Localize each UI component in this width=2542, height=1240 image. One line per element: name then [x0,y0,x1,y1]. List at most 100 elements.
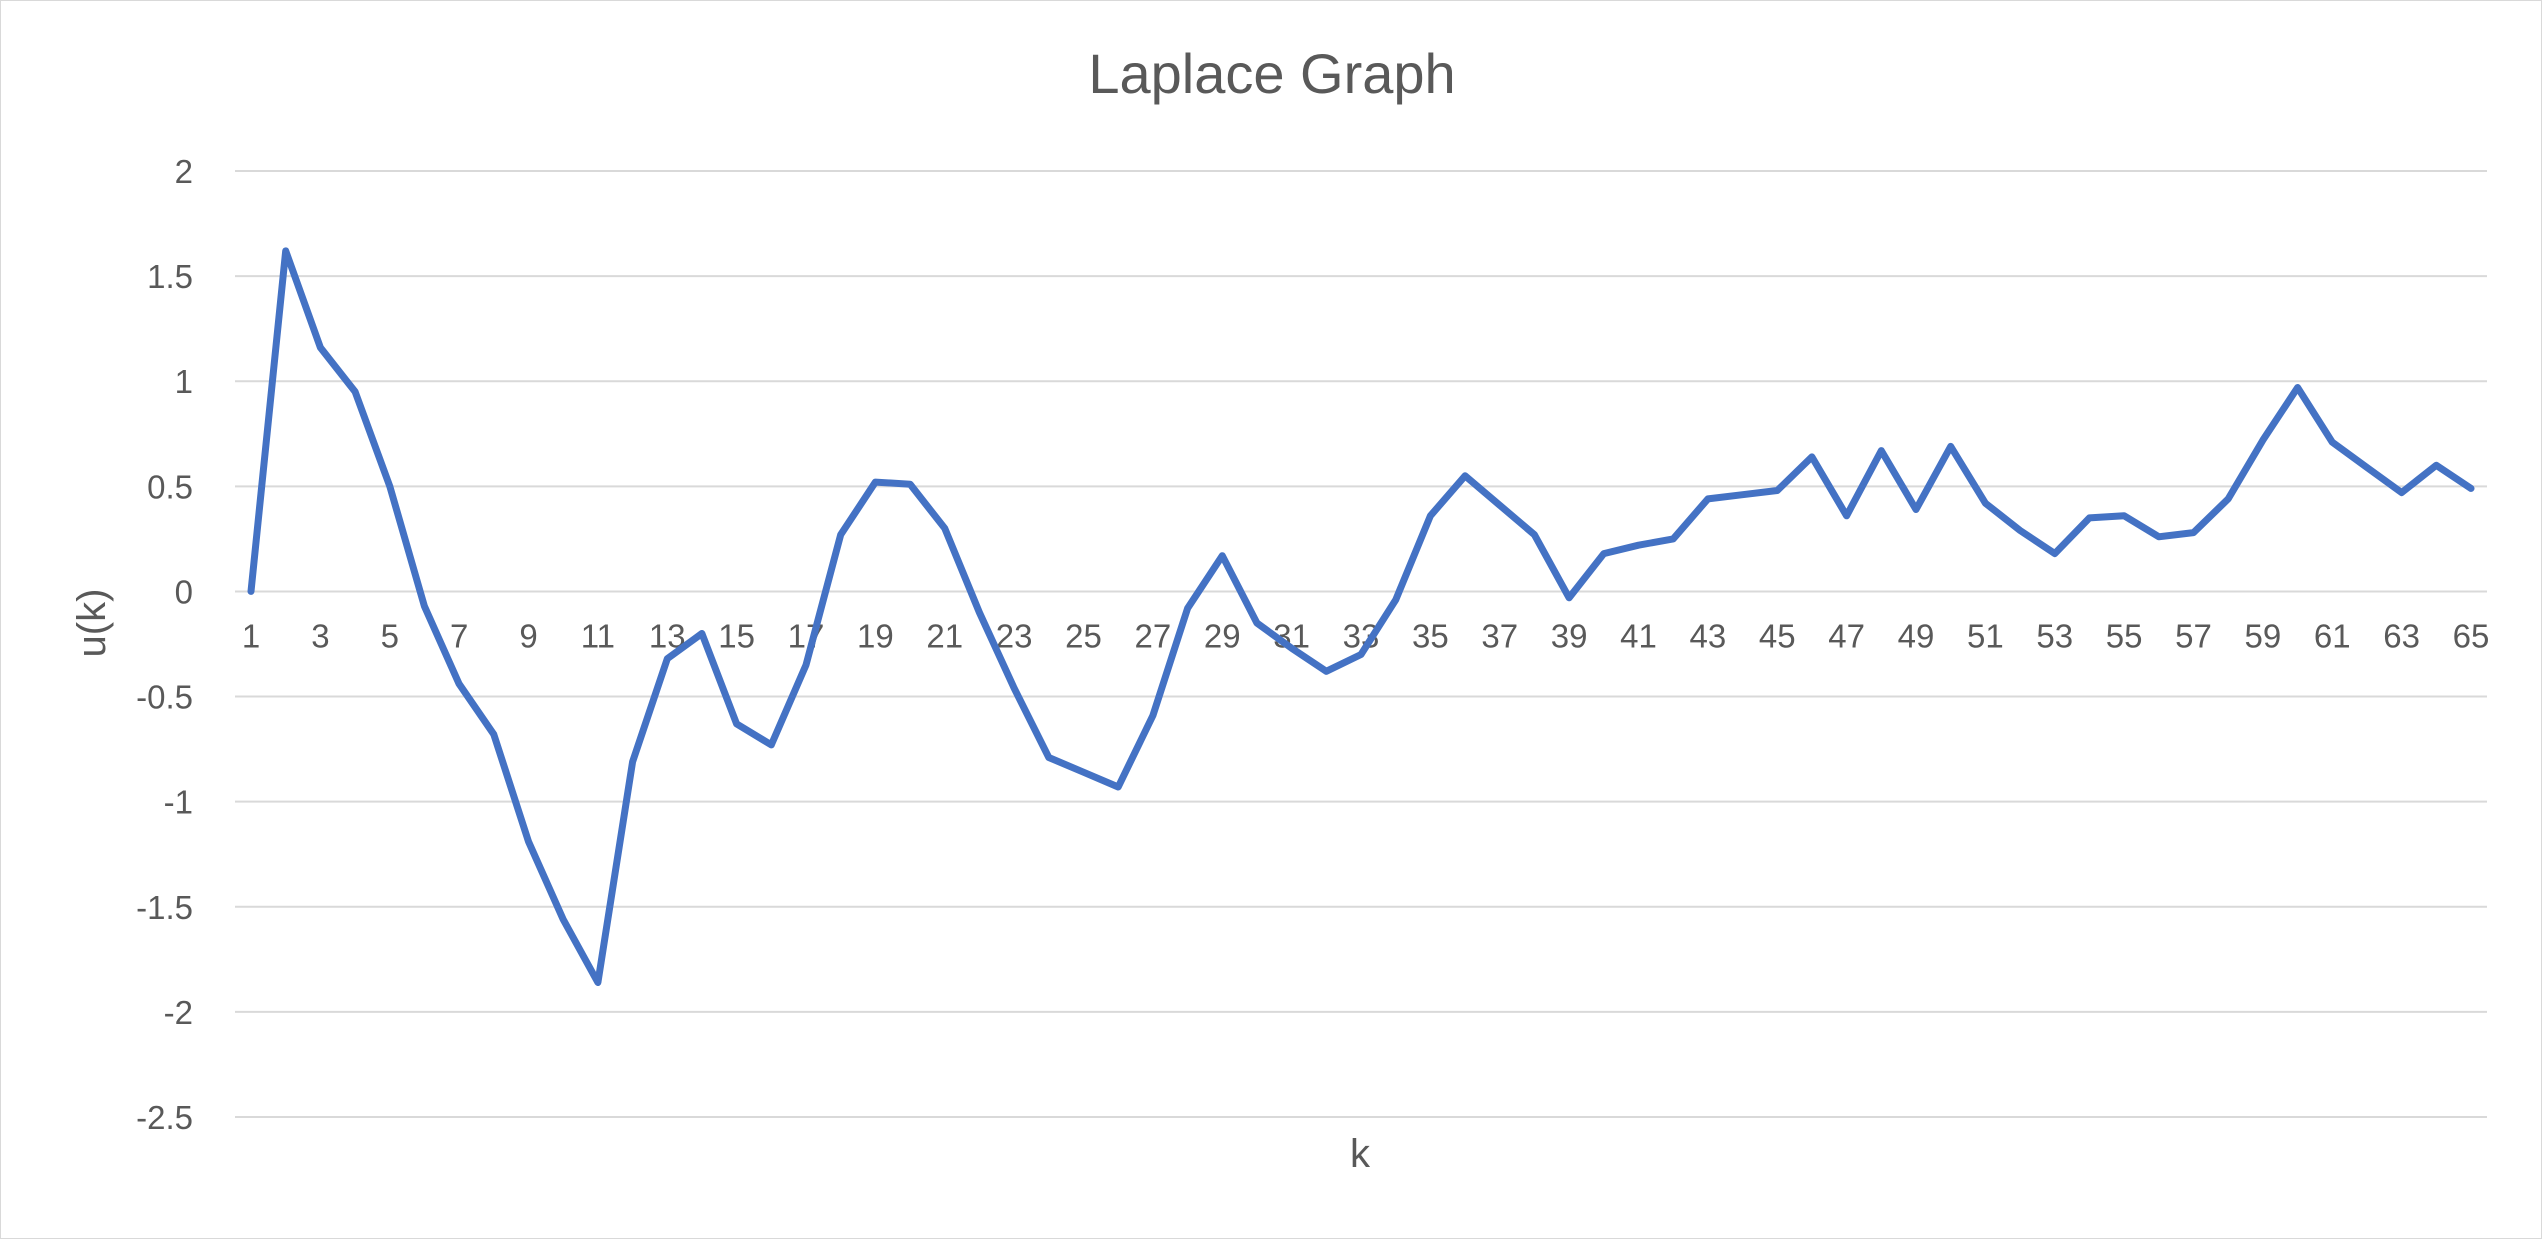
data-point [2017,527,2023,533]
x-tick-label: 25 [1065,617,1102,654]
x-tick-label: 19 [857,617,894,654]
data-point [2364,464,2370,470]
y-tick-label: -2 [164,994,193,1031]
data-point [2295,385,2301,391]
data-point [2260,437,2266,443]
x-tick-label: 9 [519,617,537,654]
data-point [2156,534,2162,540]
y-axis-tick-labels: 2 1.5 1 0.5 0 -0.5 -1 -1.5 -2 -2.5 [136,153,193,1136]
data-point [2225,496,2231,502]
y-axis-title: u(k) [70,589,114,658]
data-point [248,588,254,594]
y-tick-label: 1.5 [147,258,193,295]
data-point [768,742,774,748]
data-point [1358,652,1364,658]
grid-lines [235,170,2487,1118]
data-point [526,839,532,845]
x-tick-label: 59 [2245,617,2282,654]
data-point [1670,536,1676,542]
data-point [872,479,878,485]
x-tick-label: 3 [311,617,329,654]
x-tick-label: 63 [2383,617,2420,654]
data-point [1740,492,1746,498]
y-tick-label: 0 [175,573,193,610]
x-tick-label: 15 [718,617,755,654]
data-point [1636,542,1642,548]
y-tick-label: -1 [164,784,193,821]
x-tick-label: 1 [242,617,260,654]
data-point [352,389,358,395]
data-point [1115,784,1121,790]
y-tick-label: 2 [175,153,193,190]
data-point [2052,551,2058,557]
data-point [734,721,740,727]
x-tick-label: 21 [926,617,963,654]
data-point [1427,513,1433,519]
data-point [1289,645,1295,651]
data-series [247,247,2475,986]
chart-title: Laplace Graph [1088,42,1455,105]
data-point [2191,530,2197,536]
data-point [2086,515,2092,521]
y-tick-label: -0.5 [136,679,193,716]
data-point [1913,506,1919,512]
data-point [2468,485,2474,491]
data-point [387,483,393,489]
data-point [1254,620,1260,626]
x-tick-label: 61 [2314,617,2351,654]
data-point [421,603,427,609]
x-tick-label: 47 [1828,617,1865,654]
x-tick-label: 7 [450,617,468,654]
x-tick-label: 57 [2175,617,2212,654]
data-point [595,979,601,985]
x-tick-label: 35 [1412,617,1449,654]
x-tick-label: 39 [1551,617,1588,654]
data-point [1497,502,1503,508]
y-tick-label: 1 [175,363,193,400]
data-point [838,532,844,538]
data-point [317,345,323,351]
x-tick-label: 29 [1204,617,1241,654]
data-point [2121,513,2127,519]
x-tick-label: 27 [1135,617,1172,654]
x-axis-tick-labels: 1 3 5 7 9 11 13 15 17 19 21 23 25 27 29 31 33 35 37 39 41 43 4… [242,617,2490,654]
data-point [456,681,462,687]
data-point [1393,597,1399,603]
data-point [1323,668,1329,674]
data-point [1948,443,1954,449]
data-point [1878,448,1884,454]
data-point [1774,488,1780,494]
y-tick-label: 0.5 [147,468,193,505]
data-point [976,609,982,615]
data-point [2399,490,2405,496]
data-point [2433,462,2439,468]
data-point [803,662,809,668]
data-point [1150,712,1156,718]
data-point [1185,605,1191,611]
x-tick-label: 23 [996,617,1033,654]
data-point [1046,755,1052,761]
data-point [1219,553,1225,559]
x-tick-label: 41 [1620,617,1657,654]
x-tick-label: 49 [1898,617,1935,654]
data-point [1809,454,1815,460]
data-point [1982,500,1988,506]
data-point [1844,513,1850,519]
data-point [2329,439,2335,445]
data-point [283,248,289,254]
x-tick-label: 65 [2453,617,2490,654]
data-point [1462,473,1468,479]
x-tick-label: 43 [1690,617,1727,654]
data-point [630,759,636,765]
x-tick-label: 5 [381,617,399,654]
data-point [664,656,670,662]
data-point [1531,532,1537,538]
x-tick-label: 51 [1967,617,2004,654]
data-point [491,731,497,737]
x-tick-label: 37 [1481,617,1518,654]
x-tick-label: 45 [1759,617,1796,654]
y-tick-label: -2.5 [136,1099,193,1136]
x-tick-label: 55 [2106,617,2143,654]
